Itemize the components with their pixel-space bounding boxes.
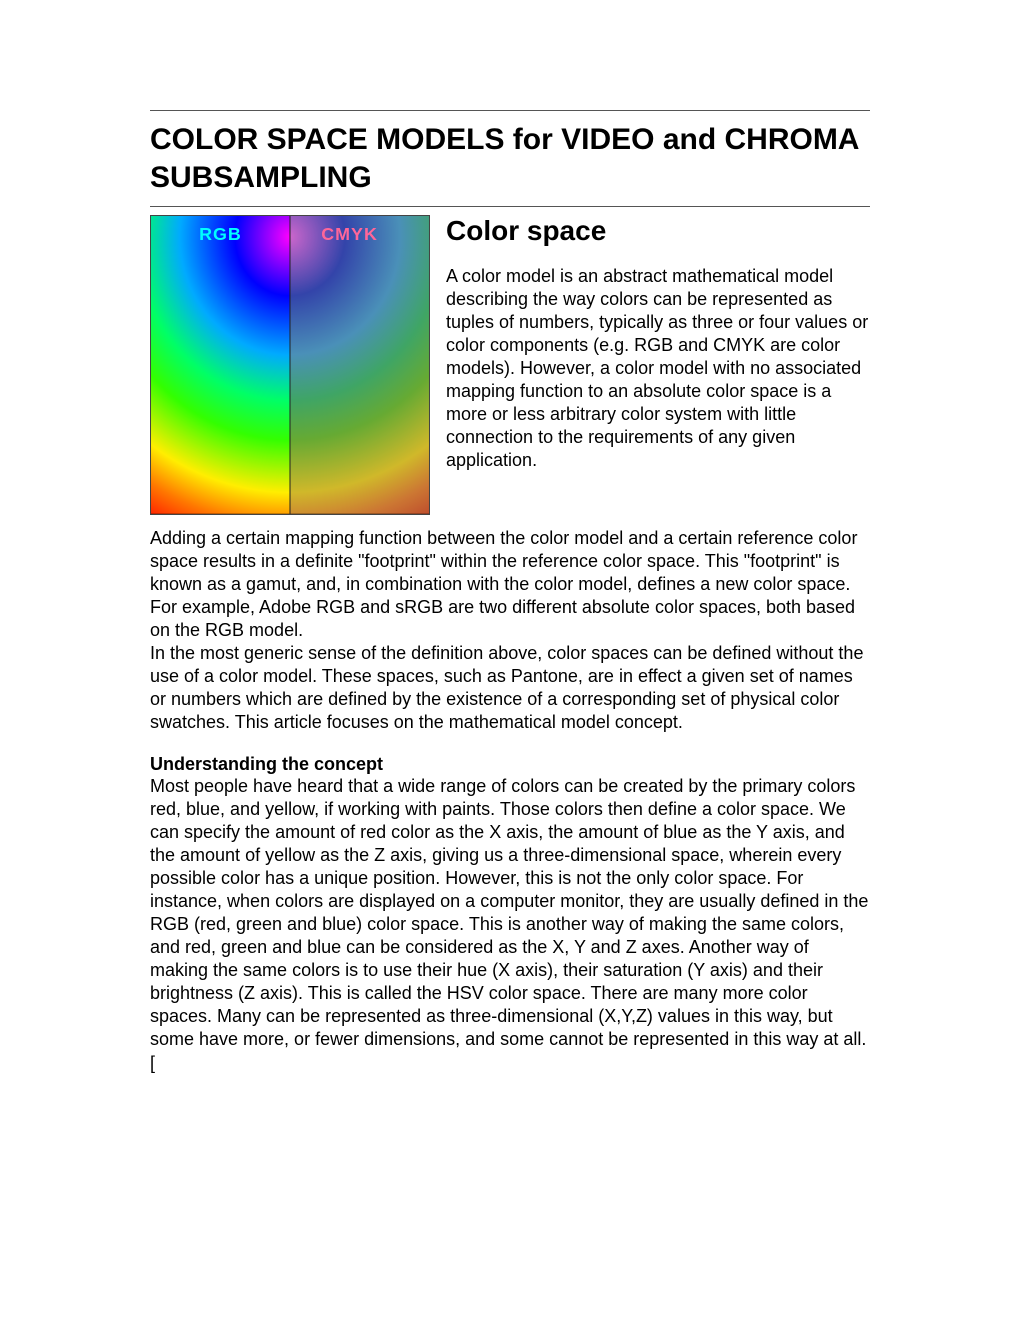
cmyk-label: CMYK (321, 224, 378, 244)
paragraph-4: Most people have heard that a wide range… (150, 775, 870, 1051)
paragraph-2: Adding a certain mapping function betwee… (150, 527, 870, 642)
intro-row: RGB CMYK Color space A color model is an… (150, 215, 870, 515)
top-horizontal-rule (150, 110, 870, 111)
page-title: COLOR SPACE MODELS for VIDEO and CHROMA … (150, 121, 870, 196)
section-subtitle: Color space (446, 215, 870, 247)
rgb-cmyk-svg: RGB CMYK (151, 216, 429, 514)
trailing-bracket: [ (150, 1052, 870, 1075)
paragraph-1: A color model is an abstract mathematica… (446, 265, 870, 472)
rgb-cmyk-figure: RGB CMYK (150, 215, 430, 515)
understanding-head: Understanding the concept (150, 754, 870, 775)
rgb-label: RGB (199, 224, 242, 244)
intro-text-column: Color space A color model is an abstract… (446, 215, 870, 472)
document-page: COLOR SPACE MODELS for VIDEO and CHROMA … (0, 0, 1020, 1320)
paragraph-3: In the most generic sense of the definit… (150, 642, 870, 734)
sub-horizontal-rule (150, 206, 870, 207)
